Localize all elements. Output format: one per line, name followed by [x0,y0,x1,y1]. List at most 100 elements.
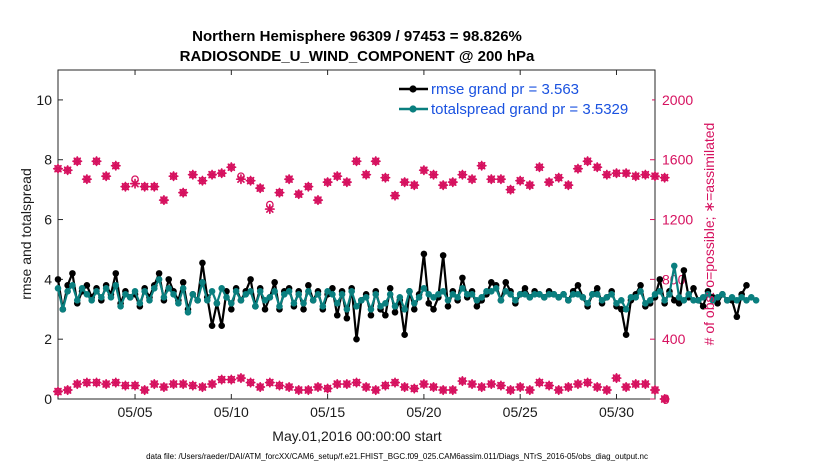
point-obs_low-assimilated [235,373,247,384]
point-totalspread [160,294,168,301]
star-stroke [410,181,419,189]
point-totalspread [223,294,230,301]
y-tick-left-label: 2 [44,331,52,347]
point-totalspread [642,299,649,307]
point-rmse [473,302,481,310]
point-obs_low-assimilated [563,381,574,393]
point-rmse [199,259,206,267]
x-tick-label: 05/25 [503,404,538,420]
point-obs_assimilated [582,156,593,167]
point-totalspread [454,294,461,301]
point-obs_low-assimilated [322,383,333,394]
point-obs_assimilated [563,180,574,191]
star-stroke [198,176,207,185]
point-obs_low-assimilated [274,380,285,391]
point-totalspread [348,288,355,295]
star-stroke [102,380,110,388]
point-totalspread [410,299,418,307]
point-rmse [382,311,389,319]
star-stroke [227,163,236,172]
point-obs_assimilated [659,172,670,183]
star-stroke [140,386,149,394]
point-obs_low-assimilated [640,378,651,390]
point-totalspread [550,291,558,298]
point-rmse [329,285,336,292]
point-totalspread [714,294,721,301]
point-totalspread [165,285,173,292]
point-obs_low-assimilated [447,384,458,396]
point-totalspread [565,297,572,304]
point-obs_low-assimilated [207,378,218,390]
point-obs_low-assimilated [476,381,487,393]
point-totalspread [531,291,538,298]
legend-rmse-marker [409,85,417,93]
point-obs_low-assimilated [216,374,227,385]
star-stroke [641,170,650,179]
point-totalspread [449,291,457,298]
legend-rmse-label: rmse grand pr = 3.563 [431,81,579,98]
star-stroke [631,380,640,388]
point-obs_assimilated [264,204,275,215]
point-totalspread [415,294,423,301]
star-stroke [458,170,467,179]
point-rmse [690,285,697,292]
star-stroke [410,384,419,393]
star-stroke [371,157,380,166]
point-obs_low-assimilated [438,384,449,396]
star-stroke [526,386,534,394]
point-totalspread [690,297,697,304]
star-stroke [131,381,139,390]
point-obs_low-assimilated [178,378,189,390]
point-obs_low-assimilated [428,381,439,393]
point-totalspread [444,297,452,304]
point-obs_low-assimilated [168,378,179,390]
point-obs_low-assimilated [293,384,304,396]
star-stroke [362,383,370,391]
point-rmse [333,311,341,319]
point-obs_low-assimilated [409,383,420,394]
star-stroke [111,378,120,387]
x-tick-label: 05/30 [599,404,634,420]
point-totalspread [622,305,630,313]
point-totalspread [502,288,510,295]
y-tick-left-label: 6 [44,212,52,228]
point-totalspread [78,285,86,292]
point-totalspread [512,297,519,304]
point-rmse [743,282,750,289]
star-stroke [651,386,659,394]
point-obs_low-assimilated [659,393,670,405]
plot-frame [57,69,656,400]
star-stroke [660,395,669,403]
point-totalspread [309,297,317,304]
star-stroke [468,175,476,183]
point-rmse [425,299,433,307]
star-stroke [83,378,91,387]
point-totalspread [170,291,177,298]
point-obs_low-assimilated [495,380,506,391]
star-stroke [506,386,515,394]
star-stroke [535,378,544,387]
point-totalspread [685,291,693,298]
point-obs_assimilated [409,180,420,191]
point-obs_assimilated [351,156,362,167]
point-totalspread [261,297,269,304]
point-rmse [675,299,683,307]
star-stroke [574,380,582,388]
point-obs_assimilated [649,171,661,182]
point-rmse [593,285,601,292]
point-obs_assimilated [62,165,73,176]
star-stroke [304,386,313,394]
star-stroke [304,182,313,191]
point-obs_low-assimilated [524,384,535,396]
point-obs_low-assimilated [457,376,468,387]
point-rmse [714,299,721,307]
star-stroke [160,196,168,204]
point-totalspread [213,299,221,307]
point-totalspread [483,288,490,295]
point-obs_low-assimilated [226,374,237,385]
point-obs_low-assimilated [245,377,256,388]
point-totalspread [199,279,206,286]
star-stroke [323,178,332,186]
point-obs_assimilated [178,187,189,198]
